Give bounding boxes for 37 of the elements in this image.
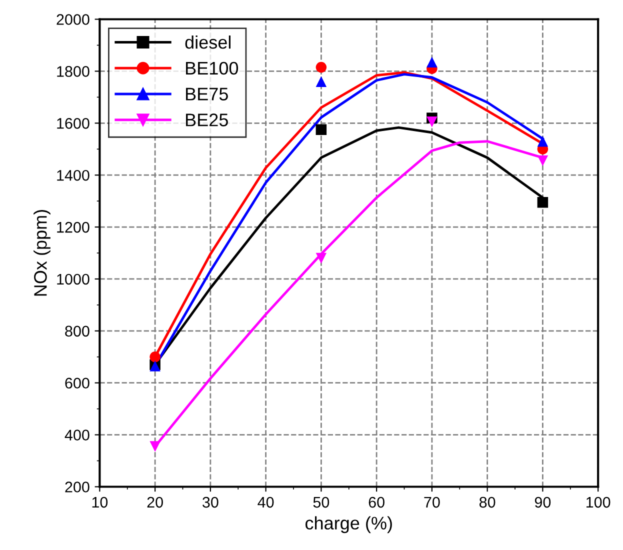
point: [537, 136, 548, 147]
x-tick-label: 50: [313, 496, 330, 508]
legend-label: BE25: [186, 114, 228, 126]
point: [537, 155, 548, 166]
x-tick-label: 40: [258, 496, 274, 508]
y-tick-label: 1800: [57, 66, 90, 77]
x-tick-label: 60: [368, 496, 384, 508]
legend-label: BE75: [186, 88, 228, 100]
legend-label: BE100: [186, 62, 238, 75]
y-tick-label: 600: [65, 378, 90, 389]
point: [316, 76, 327, 87]
point: [150, 352, 160, 362]
point: [537, 196, 548, 208]
point: [316, 124, 327, 136]
y-tick-label: 200: [65, 482, 90, 492]
y-tick-label: 800: [65, 326, 90, 337]
x-axis-title: charge (%): [306, 516, 392, 534]
y-tick-label: 1600: [57, 118, 90, 129]
x-tick-label: 30: [202, 496, 218, 508]
y-tick-label: 2000: [56, 14, 90, 25]
point: [316, 252, 327, 264]
y-tick-label: 1000: [57, 274, 90, 285]
y-tick-label: 1200: [57, 222, 90, 233]
legend-label: diesel: [185, 36, 231, 49]
x-tick-label: 100: [586, 496, 610, 508]
point: [150, 441, 160, 452]
y-tick-label: 1400: [57, 170, 90, 181]
point: [426, 56, 438, 68]
y-axis-title: NOx (ppm): [34, 210, 50, 296]
point: [316, 62, 327, 73]
x-tick-label: 70: [424, 496, 440, 508]
y-tick-label: 400: [64, 430, 90, 440]
x-tick-label: 80: [479, 496, 496, 508]
x-tick-label: 20: [147, 496, 163, 508]
x-tick-label: 10: [92, 496, 108, 508]
x-tick-label: 90: [534, 496, 551, 508]
point: [426, 116, 438, 128]
